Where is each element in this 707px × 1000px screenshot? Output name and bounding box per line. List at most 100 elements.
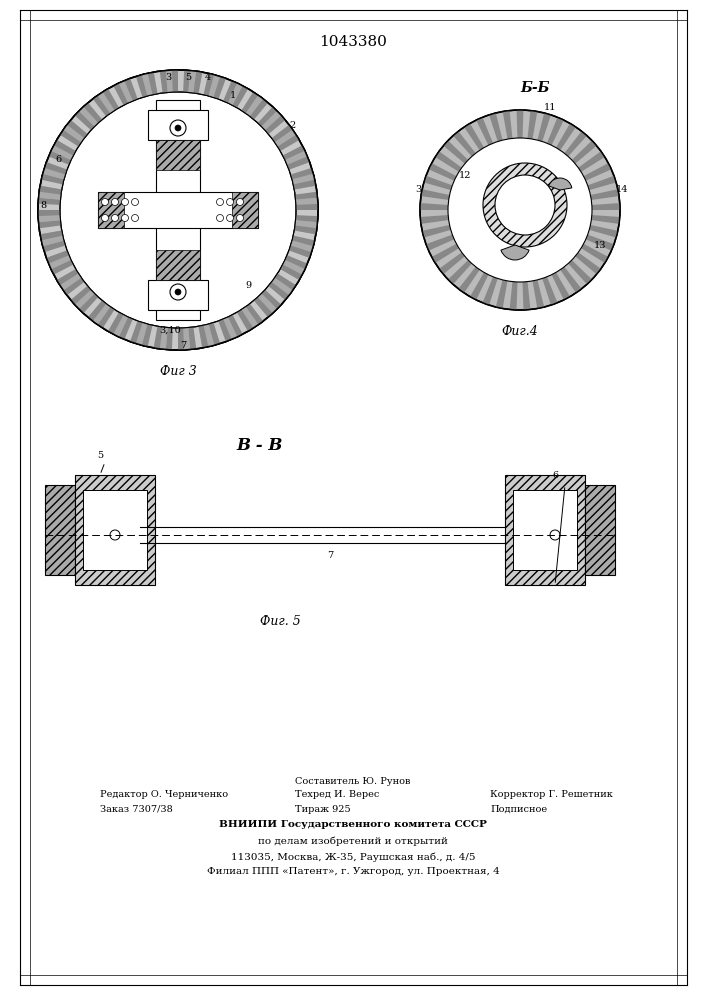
Wedge shape (283, 145, 305, 160)
Text: 1043380: 1043380 (319, 35, 387, 49)
Wedge shape (421, 189, 450, 200)
Wedge shape (549, 178, 572, 190)
Wedge shape (237, 307, 258, 331)
Bar (98, 192, 124, 228)
Circle shape (170, 284, 186, 300)
Wedge shape (51, 140, 76, 160)
Wedge shape (274, 273, 296, 290)
Text: 3: 3 (415, 186, 421, 194)
Text: Техред И. Верес: Техред И. Верес (295, 790, 380, 799)
Wedge shape (124, 78, 138, 101)
Text: 5: 5 (97, 451, 103, 460)
Text: 8: 8 (40, 200, 46, 210)
Bar (156, 140, 200, 170)
Wedge shape (113, 83, 128, 105)
Wedge shape (583, 163, 612, 181)
Wedge shape (188, 71, 202, 94)
Wedge shape (98, 89, 119, 113)
Wedge shape (501, 245, 529, 260)
Wedge shape (166, 70, 178, 92)
Wedge shape (280, 260, 305, 280)
Wedge shape (241, 92, 258, 113)
Circle shape (550, 530, 560, 540)
Wedge shape (551, 272, 570, 300)
Text: 4: 4 (205, 73, 211, 82)
Wedge shape (292, 236, 315, 246)
Wedge shape (254, 293, 277, 317)
Circle shape (102, 215, 108, 222)
Wedge shape (448, 260, 472, 284)
Wedge shape (51, 260, 74, 275)
Circle shape (216, 215, 223, 222)
Wedge shape (214, 76, 226, 99)
Wedge shape (108, 312, 128, 337)
Wedge shape (245, 304, 263, 325)
Wedge shape (287, 156, 310, 170)
Circle shape (112, 198, 119, 206)
Circle shape (170, 120, 186, 136)
Text: 7: 7 (180, 340, 186, 350)
Wedge shape (278, 135, 299, 151)
Wedge shape (568, 260, 592, 284)
Wedge shape (39, 186, 62, 200)
Wedge shape (422, 225, 451, 238)
Wedge shape (294, 225, 317, 234)
Circle shape (237, 215, 243, 222)
Wedge shape (254, 297, 273, 317)
Wedge shape (489, 113, 503, 142)
Wedge shape (575, 252, 601, 274)
Text: Заказ 7307/38: Заказ 7307/38 (100, 805, 173, 814)
Wedge shape (542, 277, 557, 305)
Wedge shape (592, 203, 620, 210)
Text: Фиг. 5: Фиг. 5 (259, 615, 300, 628)
Wedge shape (285, 151, 310, 170)
Wedge shape (93, 95, 110, 116)
Wedge shape (250, 99, 268, 120)
Wedge shape (40, 230, 64, 246)
Wedge shape (291, 168, 313, 179)
Wedge shape (64, 278, 84, 295)
Circle shape (237, 198, 243, 206)
Circle shape (122, 198, 129, 206)
Wedge shape (67, 120, 88, 138)
Text: 7: 7 (327, 551, 333, 560)
Wedge shape (199, 324, 214, 348)
Wedge shape (432, 244, 459, 263)
Wedge shape (280, 264, 302, 280)
Wedge shape (172, 70, 178, 92)
Wedge shape (42, 241, 66, 252)
Wedge shape (178, 328, 184, 350)
Text: 6: 6 (552, 471, 558, 480)
Wedge shape (581, 244, 608, 263)
Wedge shape (39, 220, 61, 228)
Text: Фиг.4: Фиг.4 (502, 325, 538, 338)
Wedge shape (130, 321, 148, 345)
Circle shape (175, 289, 181, 295)
Text: 113035, Москва, Ж-35, Раушская наб., д. 4/5: 113035, Москва, Ж-35, Раушская наб., д. … (230, 852, 475, 861)
Circle shape (102, 198, 108, 206)
Wedge shape (218, 317, 237, 342)
Wedge shape (296, 204, 318, 210)
Wedge shape (199, 325, 209, 348)
Wedge shape (57, 269, 78, 285)
Wedge shape (589, 225, 618, 238)
Wedge shape (38, 210, 60, 216)
Circle shape (226, 215, 233, 222)
Bar (83, 490, 147, 570)
Wedge shape (88, 300, 106, 321)
Text: 2: 2 (290, 120, 296, 129)
Wedge shape (209, 323, 220, 345)
Wedge shape (142, 72, 158, 96)
Wedge shape (424, 176, 452, 190)
Text: 13: 13 (594, 240, 606, 249)
Wedge shape (522, 282, 530, 310)
Bar (148, 280, 208, 310)
Text: 14: 14 (616, 186, 629, 194)
Wedge shape (79, 103, 102, 127)
Wedge shape (483, 277, 498, 305)
Text: Фиг 3: Фиг 3 (160, 365, 197, 378)
Wedge shape (265, 115, 285, 134)
Wedge shape (71, 286, 91, 305)
Circle shape (122, 215, 129, 222)
Text: Корректор Г. Решетник: Корректор Г. Решетник (490, 790, 613, 799)
